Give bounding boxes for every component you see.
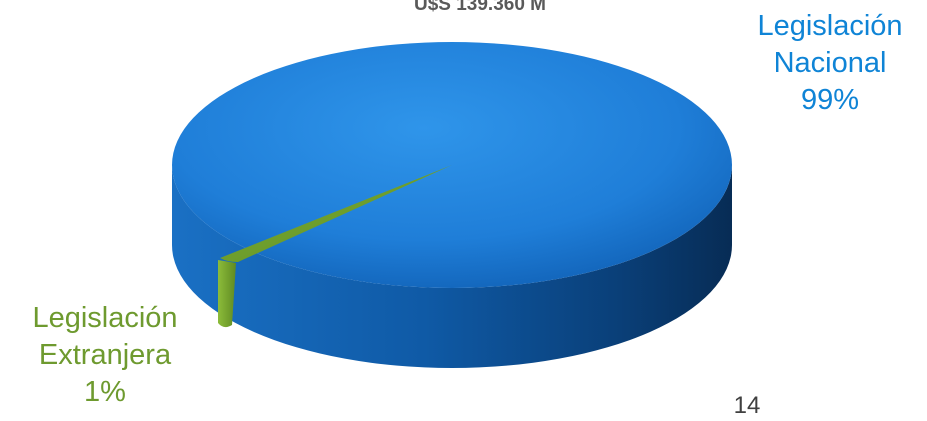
pie-side-wall — [172, 165, 732, 368]
data-label-extranjera-line1: Legislación — [32, 302, 178, 334]
data-label-extranjera-percent: 1% — [84, 376, 126, 408]
data-label-extranjera-line2: Extranjera — [38, 339, 172, 371]
data-label-nacional-line1: Legislación — [757, 10, 903, 42]
data-label-nacional: Legislación Nacional 99% — [740, 8, 920, 119]
data-label-nacional-percent: 99% — [800, 84, 860, 116]
pie-slice-extranjera-side — [218, 260, 236, 328]
slide-page-number: 14 — [733, 392, 761, 419]
data-label-nacional-line2: Nacional — [773, 47, 887, 79]
pie-slice-extranjera — [220, 165, 452, 262]
chart-title: U$S 139.360 M — [413, 0, 547, 15]
data-label-extranjera: Legislación Extranjera 1% — [10, 300, 200, 411]
